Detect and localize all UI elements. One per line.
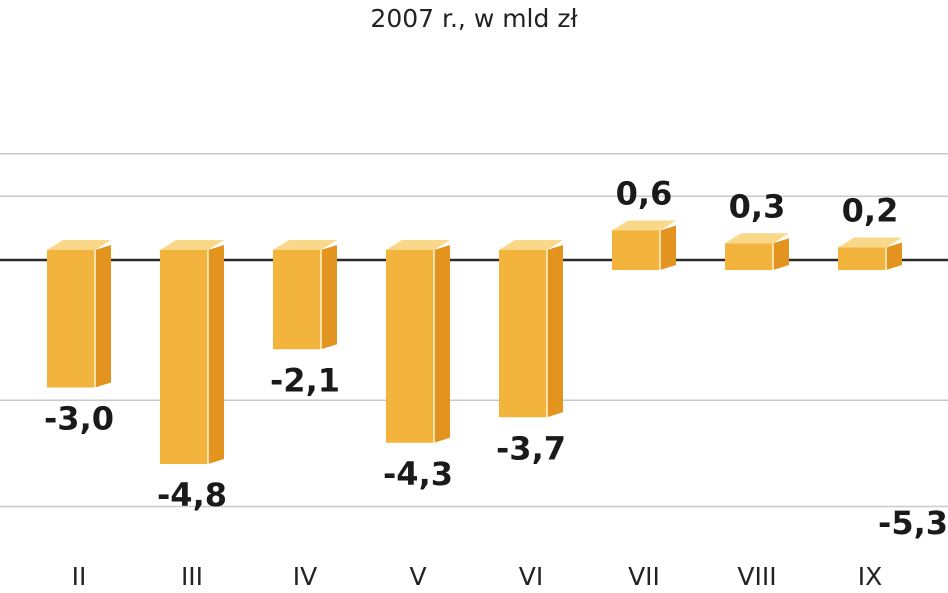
bar-top-II [47,240,111,250]
bar-VI [499,240,563,418]
value-label-VIII: 0,3 [729,187,786,225]
bar-II [47,240,111,388]
bar-side-VII [660,225,676,270]
bars [47,220,902,464]
bar-top-V [386,240,450,250]
bar-top-VII [612,220,676,231]
value-label-V: -4,3 [383,455,453,493]
x-tick-VII: VII [628,562,660,591]
value-label-IV: -2,1 [270,361,340,399]
bar-front-VI [499,250,547,418]
bar-top-VIII [725,233,789,244]
bar-front-V [386,250,434,443]
bar-side-VIII [773,238,789,270]
value-label-VII: 0,6 [616,175,673,213]
bar-top-III [160,240,224,250]
x-tick-III: III [181,562,203,591]
chart-title: 2007 r., w mld zł [370,4,578,33]
x-tick-V: V [409,562,426,591]
bar-front-VII [612,230,660,270]
bar-V [386,240,450,443]
gridlines [0,153,948,508]
x-tick-IX: IX [858,562,883,591]
bar-side-IX [886,242,902,270]
bar-front-IV [273,250,321,350]
value-label-II: -3,0 [44,400,114,438]
bar-VII [612,220,676,270]
bar-top-VI [499,240,563,250]
bar-front-IX [838,247,886,270]
x-tick-VI: VI [519,562,543,591]
bar-front-II [47,250,95,388]
value-label-III: -4,8 [157,476,227,514]
value-label-IX: 0,2 [842,192,899,230]
value-labels: -3,0 -4,8 -2,1 -4,3 -3,7 0,6 0,3 0,2 -5,3 [44,175,948,543]
bar-top-IV [273,240,337,250]
bar-top-IX [838,237,902,248]
bar-IV [273,240,337,350]
bar-side-VI [547,245,563,418]
bar-side-II [95,245,111,388]
value-label-extra: -5,3 [878,504,948,542]
bar-side-III [208,245,224,464]
bar-side-IV [321,245,337,350]
bar-side-V [434,245,450,443]
value-label-VI: -3,7 [496,429,566,467]
bar-front-VIII [725,243,773,270]
bar-III [160,240,224,464]
x-tick-VIII: VIII [737,562,776,591]
x-tick-IV: IV [293,562,317,591]
bar-VIII [725,233,789,270]
bar-front-III [160,250,208,464]
x-tick-labels: II III IV V VI VII VIII IX [72,562,883,591]
x-tick-II: II [72,562,87,591]
bar-IX [838,237,902,270]
